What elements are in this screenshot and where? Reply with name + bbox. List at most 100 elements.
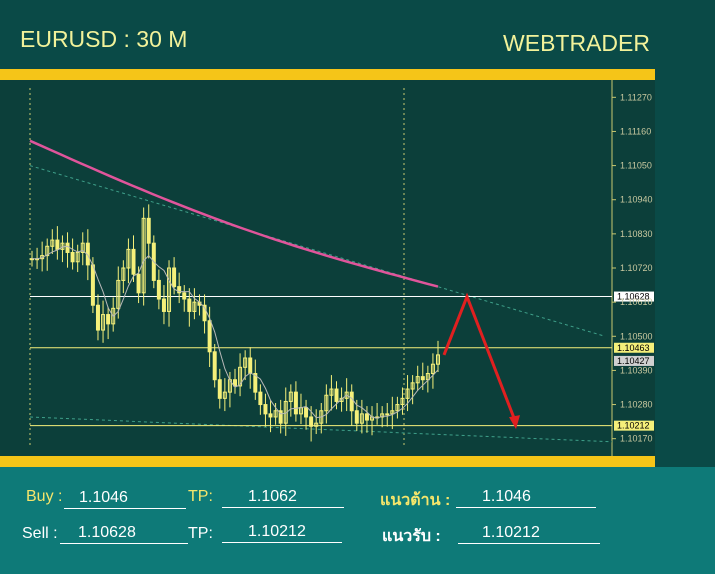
lower-trend-line	[29, 416, 613, 443]
candle-body	[55, 239, 60, 250]
candle-body	[187, 298, 192, 312]
candle-body	[136, 273, 141, 294]
price-tag-1.10463: 1.10463	[617, 343, 650, 353]
chart-canvas: 1.10628 1.10463 1.10427 1.10212 1.11270 1.11…	[29, 80, 654, 456]
resistance-label: แนวต้าน :	[380, 492, 451, 509]
candle-body	[70, 251, 75, 263]
candle-body	[258, 391, 263, 406]
support-value: 1.10212	[458, 523, 600, 544]
candle-body	[111, 307, 116, 325]
price-tag-bg	[614, 355, 654, 366]
candle-body	[304, 407, 309, 418]
candle-body	[156, 279, 161, 300]
buy-value: 1.1046	[64, 488, 186, 509]
candle-body	[177, 286, 182, 294]
candle-body	[436, 354, 440, 365]
y-tick-label: 1.10280	[620, 400, 653, 410]
candle-body	[90, 264, 95, 306]
y-tick-label: 1.10940	[620, 195, 653, 205]
candle-body	[385, 413, 390, 416]
symbol-timeframe-title: EURUSD : 30 M	[20, 26, 188, 52]
candle-body	[390, 410, 395, 415]
candle-body	[146, 217, 151, 244]
support-label: แนวรับ :	[382, 528, 441, 545]
candle-body	[278, 410, 283, 424]
y-tick-label: 1.10500	[620, 331, 653, 341]
forecast-arrow	[442, 292, 518, 424]
price-tag-1.10212: 1.10212	[617, 421, 650, 431]
candle-body	[410, 382, 415, 390]
candle-body	[420, 376, 425, 381]
candle-body	[202, 304, 207, 322]
candle-body	[45, 245, 50, 257]
bottom-divider-bar	[0, 456, 655, 467]
resistance-value: 1.1046	[456, 487, 596, 508]
candle-body	[65, 242, 70, 253]
candle-body	[121, 267, 126, 281]
y-tick-label: 1.11270	[620, 92, 652, 102]
candle-body	[161, 298, 166, 312]
buy-tp-value: 1.1062	[222, 487, 344, 508]
arrow-head-icon	[509, 415, 520, 430]
candle-body	[344, 391, 349, 399]
brand-title: WEBTRADER	[503, 30, 650, 56]
candle-body	[75, 251, 80, 263]
candle-body	[182, 292, 187, 300]
short-ma-line	[32, 245, 439, 419]
candle-body	[309, 416, 314, 427]
y-tick-label: 1.11050	[620, 161, 652, 171]
candle-body	[359, 413, 364, 424]
sell-tp-label: TP:	[188, 525, 213, 542]
candle-body	[263, 404, 268, 415]
candle-body	[106, 314, 111, 325]
candle-body	[364, 413, 369, 421]
candle-body	[354, 410, 359, 424]
price-tag-bg	[614, 342, 654, 353]
candle-body	[380, 413, 385, 418]
price-tag-bg	[614, 291, 654, 302]
price-tag-1.10427: 1.10427	[617, 356, 650, 366]
candle-body	[172, 267, 177, 288]
sell-label: Sell :	[22, 525, 58, 542]
candle-body	[324, 394, 329, 412]
downtrend-line	[29, 165, 606, 337]
candle-body	[349, 391, 354, 412]
candle-body	[116, 279, 121, 309]
buy-label: Buy :	[26, 488, 63, 505]
candle-body	[248, 357, 253, 375]
y-tick-label: 1.10830	[620, 229, 653, 239]
candle-body	[141, 217, 146, 294]
candle-body	[268, 413, 273, 418]
candle-body	[415, 376, 420, 384]
candle-body	[50, 239, 55, 247]
candle-body	[126, 248, 131, 269]
candle-body	[405, 388, 410, 399]
candle-body	[167, 267, 172, 312]
price-tag-1.10628: 1.10628	[617, 292, 650, 302]
candle-body	[288, 391, 293, 402]
y-tick-label: 1.10610	[620, 297, 653, 307]
candle-body	[212, 351, 217, 381]
candle-body	[243, 357, 248, 368]
candle-body	[207, 320, 212, 353]
candle-body	[233, 379, 237, 387]
candle-body	[222, 391, 227, 399]
y-tick-label: 1.10170	[620, 434, 653, 444]
candle-body	[329, 388, 334, 396]
candle-body	[80, 242, 85, 253]
candle-body	[430, 363, 435, 375]
y-tick-label: 1.11160	[620, 126, 651, 136]
price-chart[interactable]: 1.10628 1.10463 1.10427 1.10212 1.11270 1.11…	[0, 80, 655, 456]
header-bar: EURUSD : 30 M WEBTRADER	[0, 0, 715, 70]
candle-body	[273, 410, 278, 418]
candle-body	[293, 391, 298, 415]
candle-body	[101, 314, 106, 331]
sell-tp-value: 1.10212	[222, 522, 342, 543]
candle-body	[400, 397, 405, 406]
price-tag-bg	[614, 420, 654, 431]
candle-body	[217, 379, 222, 399]
candle-body	[334, 388, 339, 402]
buy-tp-label: TP:	[188, 488, 213, 505]
y-tick-label: 1.10390	[620, 365, 653, 375]
candle-body	[192, 301, 197, 312]
